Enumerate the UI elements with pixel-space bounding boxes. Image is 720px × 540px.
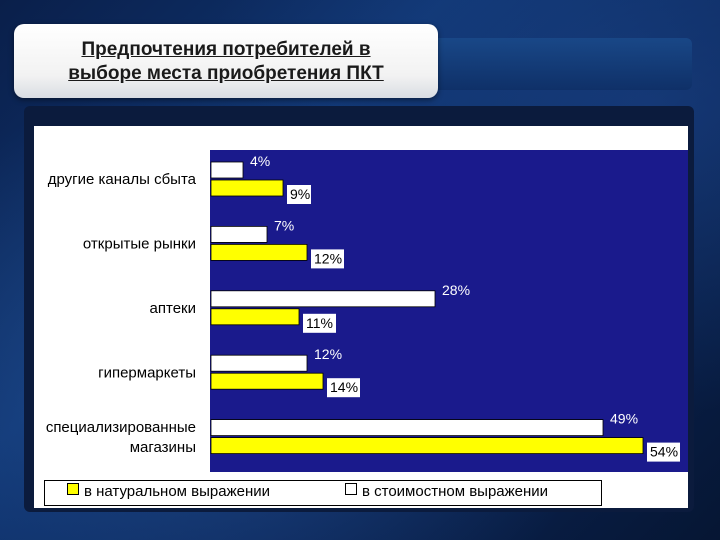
data-label-box bbox=[287, 185, 311, 204]
data-label-box bbox=[311, 249, 344, 269]
category-label: открытые рынки bbox=[83, 236, 196, 253]
category-label: аптеки bbox=[150, 300, 196, 317]
bar-natural bbox=[210, 308, 300, 326]
legend-label-value: в стоимостном выражении bbox=[362, 483, 549, 500]
data-label-box bbox=[327, 378, 360, 398]
bar-value bbox=[210, 419, 604, 437]
slide-title-line-2: выборе места приобретения ПКТ bbox=[68, 63, 384, 84]
data-label: 11% bbox=[306, 315, 333, 331]
title-box: Предпочтения потребителей в выборе места… bbox=[14, 24, 438, 98]
bar-value bbox=[210, 225, 268, 243]
slide-title-line-1: Предпочтения потребителей в bbox=[81, 39, 371, 60]
legend-label-natural: в натуральном выражении bbox=[84, 483, 271, 500]
title-accent-band bbox=[420, 38, 692, 90]
data-label: 12% bbox=[314, 346, 342, 362]
data-label: 12% bbox=[314, 250, 342, 266]
data-label-box bbox=[303, 313, 336, 333]
data-label: 14% bbox=[330, 379, 358, 395]
category-label: гипермаркеты bbox=[98, 364, 196, 381]
category-label: другие каналы сбыта bbox=[48, 171, 197, 188]
bar-value bbox=[210, 161, 244, 179]
bar-value bbox=[210, 290, 436, 308]
data-label: 9% bbox=[290, 186, 310, 202]
slide-title: Предпочтения потребителей в выборе места… bbox=[14, 38, 438, 86]
data-label: 49% bbox=[610, 411, 638, 427]
chart-legend: в натуральном выражении в стоимостном вы… bbox=[44, 480, 602, 506]
data-label: 4% bbox=[250, 153, 270, 169]
bar-natural bbox=[210, 243, 308, 261]
bar-natural bbox=[210, 437, 644, 455]
data-label-box bbox=[647, 442, 680, 462]
category-label: магазины bbox=[130, 439, 196, 456]
data-label: 54% bbox=[650, 444, 678, 460]
bar-natural bbox=[210, 179, 284, 197]
legend-swatch-natural bbox=[67, 483, 79, 495]
category-label: специализированные bbox=[46, 419, 196, 436]
data-label: 28% bbox=[442, 282, 470, 298]
data-label: 7% bbox=[274, 217, 294, 233]
legend-swatch-value bbox=[345, 483, 357, 495]
legend-item-natural: в натуральном выражении bbox=[67, 483, 270, 500]
bar-value bbox=[210, 354, 308, 372]
bar-natural bbox=[210, 372, 324, 390]
legend-item-value: в стоимостном выражении bbox=[345, 483, 548, 500]
